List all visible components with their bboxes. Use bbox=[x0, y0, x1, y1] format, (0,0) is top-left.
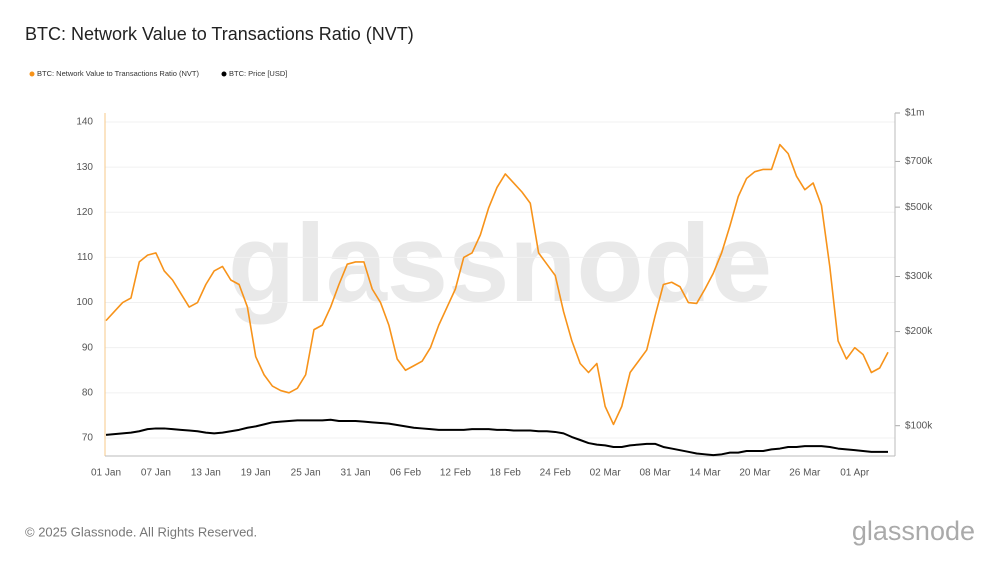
x-tick-label: 06 Feb bbox=[390, 468, 422, 479]
y-tick-label: 90 bbox=[82, 342, 94, 353]
y2-tick-label: $500k bbox=[905, 202, 933, 213]
y-tick-label: 130 bbox=[76, 162, 93, 173]
x-tick-label: 14 Mar bbox=[689, 468, 721, 479]
y2-tick-label: $700k bbox=[905, 156, 933, 167]
x-tick-label: 02 Mar bbox=[590, 468, 622, 479]
y-tick-label: 70 bbox=[82, 433, 94, 444]
y-tick-label: 140 bbox=[76, 117, 93, 128]
x-tick-label: 08 Mar bbox=[640, 468, 672, 479]
x-tick-label: 19 Jan bbox=[241, 468, 271, 479]
y2-tick-label: $200k bbox=[905, 326, 933, 337]
x-tick-label: 13 Jan bbox=[191, 468, 221, 479]
chart-title: BTC: Network Value to Transactions Ratio… bbox=[25, 24, 414, 44]
legend-swatch bbox=[29, 71, 35, 77]
footer: © 2025 Glassnode. All Rights Reserved. bbox=[25, 524, 257, 539]
x-tick-label: 31 Jan bbox=[341, 468, 371, 479]
legend-label: BTC: Network Value to Transactions Ratio… bbox=[37, 69, 199, 78]
x-tick-label: 25 Jan bbox=[291, 468, 321, 479]
x-tick-label: 12 Feb bbox=[440, 468, 472, 479]
legend-label: BTC: Price [USD] bbox=[229, 69, 287, 78]
x-tick-label: 01 Apr bbox=[840, 468, 870, 479]
series-line bbox=[105, 418, 888, 457]
y2-tick-label: $100k bbox=[905, 420, 933, 431]
x-tick-label: 18 Feb bbox=[490, 468, 522, 479]
y2-tick-label: $1m bbox=[905, 108, 924, 119]
y-tick-label: 120 bbox=[76, 207, 93, 218]
x-tick-label: 20 Mar bbox=[739, 468, 771, 479]
watermark: glassnode bbox=[228, 202, 772, 325]
y-tick-label: 100 bbox=[76, 297, 93, 308]
x-tick-label: 24 Feb bbox=[540, 468, 572, 479]
logo: glassnode bbox=[852, 516, 975, 546]
x-tick-label: 26 Mar bbox=[789, 468, 821, 479]
y-tick-label: 110 bbox=[77, 252, 93, 263]
x-tick-label: 07 Jan bbox=[141, 468, 171, 479]
y-tick-label: 80 bbox=[82, 387, 94, 398]
y2-tick-label: $300k bbox=[905, 271, 933, 282]
legend-swatch bbox=[221, 71, 227, 77]
x-tick-label: 01 Jan bbox=[91, 468, 121, 479]
series-line bbox=[105, 143, 889, 426]
